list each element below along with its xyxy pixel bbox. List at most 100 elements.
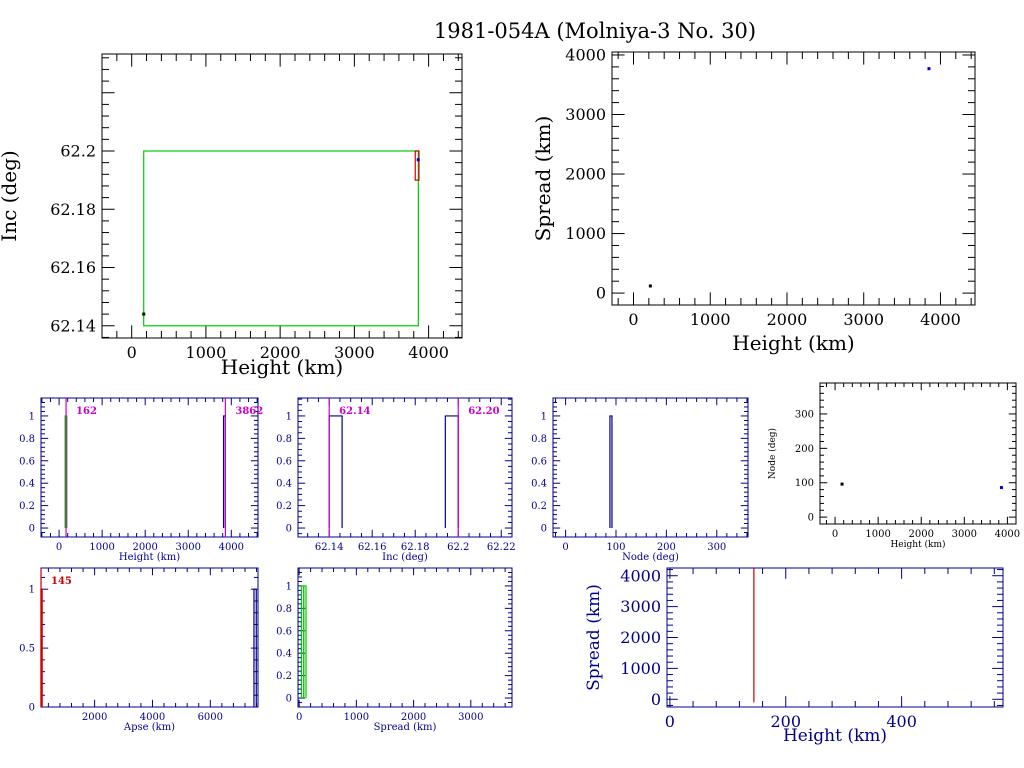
marker-label: 162 [76, 406, 97, 417]
y-tick-label: 62.18 [50, 200, 96, 219]
y-tick-label: 0 [29, 703, 35, 714]
x-tick-label: 4000 [995, 529, 1020, 540]
x-axis-label: Height (km) [890, 539, 945, 550]
plot-frame [101, 53, 463, 339]
y-tick-label: 0.2 [531, 501, 547, 512]
y-axis-label: Node (deg) [767, 428, 778, 479]
marker-label: 62.20 [468, 406, 499, 417]
y-tick-label: 100 [795, 478, 814, 489]
x-tick-label: 3000 [334, 343, 375, 362]
y-tick-label: 1 [29, 411, 35, 422]
x-axis-label: Height (km) [783, 726, 887, 746]
histogram-bar [328, 415, 343, 529]
y-tick-label: 0 [651, 690, 661, 709]
x-tick-label: 1000 [186, 343, 227, 362]
y-tick-label: 300 [795, 409, 814, 420]
y-tick-label: 62.16 [50, 258, 96, 277]
histogram-bar [444, 415, 459, 529]
y-tick-label: 0.4 [531, 479, 547, 490]
x-tick-label: 62.16 [358, 542, 387, 553]
plot-frame [552, 397, 749, 538]
x-tick-label: 2000 [401, 712, 426, 723]
x-tick-label: 62.18 [401, 542, 430, 553]
x-tick-label: 4000 [219, 542, 244, 553]
plot-frame [297, 397, 513, 538]
y-tick-label: 3000 [620, 597, 661, 616]
x-tick-label: 4000 [140, 712, 165, 723]
y-tick-label: 0 [596, 284, 606, 303]
y-tick-label: 0.6 [276, 626, 292, 637]
x-tick-label: 400 [886, 712, 917, 731]
x-tick-label: 2000 [260, 343, 301, 362]
data-point [999, 486, 1003, 490]
plot-frame [611, 51, 976, 306]
x-tick-label: 200 [657, 542, 676, 553]
x-tick-label: 0 [296, 712, 302, 723]
data-point [927, 67, 931, 71]
y-tick-label: 0.5 [19, 644, 35, 655]
x-tick-label: 2000 [82, 712, 107, 723]
y-tick-label: 62.14 [50, 316, 96, 335]
y-tick-label: 1 [541, 411, 547, 422]
y-tick-label: 200 [795, 444, 814, 455]
marker-label: 3862 [235, 406, 263, 417]
y-tick-label: 0 [29, 524, 35, 535]
y-tick-label: 2000 [565, 165, 606, 184]
y-tick-label: 0.6 [19, 456, 35, 467]
x-tick-label: 6000 [198, 712, 223, 723]
y-tick-label: 4000 [565, 46, 606, 65]
chart-panel-height_hist: 0 1000 2000 3000 4000 0 0.2 0.4 0.6 0.8 1 Height (k… [19, 397, 263, 563]
x-axis-label: Height (km) [732, 331, 854, 355]
x-tick-label: 1000 [344, 712, 369, 723]
x-tick-label: 1000 [690, 310, 731, 329]
x-tick-label: 300 [707, 542, 726, 553]
y-axis-label: Spread (km) [584, 584, 604, 691]
chart-panel-inc_vs_height: 0 1000 2000 3000 4000 62.14 62.16 62.18 62.2 Heig… [0, 53, 463, 379]
chart-panel-inc_hist: 62.14 62.16 62.18 62.2 62.22 0 0.2 0.4 0.6 0.8 1 In… [276, 397, 516, 563]
y-tick-label: 0 [808, 513, 814, 524]
y-tick-label: 1000 [565, 224, 606, 243]
x-tick-label: 0 [56, 542, 62, 553]
y-tick-label: 0 [286, 694, 292, 705]
y-tick-label: 0.8 [19, 434, 35, 445]
plot-frame [819, 382, 1017, 525]
y-axis-label: Spread (km) [531, 116, 555, 242]
chart-panel-apse_hist: 2000 4000 6000 0 0.5 1 Apse (km) 145 [19, 567, 259, 733]
data-point [648, 284, 652, 288]
y-tick-label: 0.2 [276, 501, 292, 512]
histogram-bar [303, 585, 307, 699]
x-tick-label: 0 [127, 343, 137, 362]
y-tick-label: 0.8 [531, 434, 547, 445]
y-tick-label: 0 [286, 524, 292, 535]
x-tick-label: 4000 [920, 310, 961, 329]
data-point [416, 158, 420, 162]
histogram-bar [253, 588, 257, 707]
y-tick-label: 62.2 [60, 142, 96, 161]
chart-panel-node_vs_height: 0 1000 2000 3000 4000 0 100 200 300 Height (km) No… [767, 382, 1020, 550]
plot-frame [40, 397, 259, 538]
x-tick-label: 62.22 [487, 542, 516, 553]
plot-frame [666, 567, 1004, 708]
chart-panel-spread_hist: 0 1000 2000 3000 0 0.2 0.4 0.6 0.8 1 Spread (km) [276, 567, 513, 733]
x-tick-label: 0 [665, 712, 675, 731]
marker-label: 62.14 [339, 406, 370, 417]
x-tick-label: 2000 [909, 529, 934, 540]
range-box [143, 150, 419, 327]
x-axis-label: Apse (km) [123, 722, 175, 733]
y-tick-label: 0.8 [276, 434, 292, 445]
x-tick-label: 1000 [865, 529, 890, 540]
x-tick-label: 2000 [767, 310, 808, 329]
x-tick-label: 3000 [843, 310, 884, 329]
y-tick-label: 0.2 [19, 501, 35, 512]
chart-panel-spread_vs_height: 0 1000 2000 3000 4000 0 1000 2000 3000 4000 Height… [531, 46, 976, 355]
y-tick-label: 1 [29, 585, 35, 596]
x-axis-label: Node (deg) [622, 552, 679, 563]
x-tick-label: 3000 [176, 542, 201, 553]
x-tick-label: 3000 [458, 712, 483, 723]
y-tick-label: 1 [286, 581, 292, 592]
y-axis-label: Inc (deg) [0, 150, 21, 241]
x-axis-label: Height (km) [221, 355, 343, 379]
x-tick-label: 0 [832, 529, 838, 540]
